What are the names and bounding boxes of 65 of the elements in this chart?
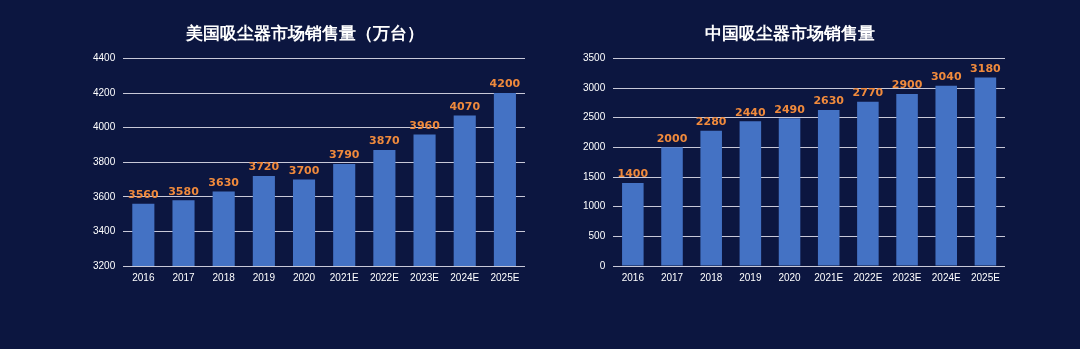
data-label: 2630 (813, 94, 845, 108)
bar (739, 121, 762, 266)
y-tick-label: 1500 (583, 170, 606, 182)
data-label: 3580 (168, 184, 200, 198)
data-label: 4200 (489, 77, 521, 91)
data-label: 3040 (930, 70, 962, 84)
chart-title: 中国吸尘器市场销售量 (705, 22, 875, 43)
data-label: 3720 (248, 160, 280, 174)
bar (661, 147, 683, 266)
x-tick-label: 2016 (132, 271, 155, 283)
x-tick-label: 2018 (700, 271, 723, 283)
chart-title: 美国吸尘器市场销售量（万台） (185, 22, 424, 43)
y-tick-label: 3800 (93, 155, 116, 167)
x-tick-label: 2019 (252, 271, 276, 283)
x-tick-label: 2020 (292, 271, 316, 283)
y-tick-label: 4000 (93, 121, 116, 133)
data-label: 3630 (208, 175, 240, 189)
data-label: 2490 (774, 102, 806, 116)
bar (935, 85, 958, 266)
y-tick-label: 3500 (583, 52, 606, 64)
data-label: 3700 (288, 163, 320, 177)
y-tick-label: 1000 (583, 200, 606, 212)
x-tick-label: 2024E (931, 271, 962, 283)
y-tick-label: 3600 (93, 190, 116, 202)
y-tick-label: 4200 (93, 86, 116, 98)
y-tick-label: 4400 (93, 52, 116, 64)
bar (700, 130, 722, 266)
bar (974, 77, 997, 266)
x-tick-label: 2018 (212, 271, 236, 283)
x-tick-label: 2024E (450, 271, 480, 283)
x-tick-label: 2022E (369, 271, 400, 283)
data-label: 2900 (891, 78, 923, 92)
y-tick-label: 3200 (93, 259, 116, 271)
x-tick-label: 2017 (172, 271, 196, 283)
y-tick-label: 500 (588, 230, 606, 242)
x-tick-label: 2023E (892, 271, 922, 283)
x-tick-label: 2022E (853, 271, 883, 283)
x-tick-label: 2021E (329, 271, 359, 283)
data-label: 2770 (852, 86, 884, 100)
data-label: 1400 (617, 167, 649, 181)
y-tick-label: 2500 (583, 111, 606, 123)
data-label: 3790 (328, 148, 360, 162)
y-tick-label: 3400 (93, 225, 116, 237)
data-label: 2280 (695, 115, 727, 129)
data-label: 4070 (449, 99, 481, 113)
y-tick-label: 2000 (583, 141, 606, 153)
data-label: 3870 (369, 134, 401, 148)
data-label: 2440 (735, 105, 767, 119)
bar (857, 101, 879, 266)
x-tick-label: 2017 (660, 271, 684, 283)
x-tick-label: 2021E (814, 271, 844, 283)
bar (622, 182, 644, 266)
data-label: 2000 (656, 131, 688, 145)
y-tick-label: 3000 (583, 81, 606, 93)
x-tick-label: 2025E (490, 271, 520, 283)
x-tick-label: 2019 (739, 271, 762, 283)
x-tick-label: 2020 (778, 271, 802, 283)
x-tick-label: 2016 (621, 271, 645, 283)
x-tick-label: 2023E (410, 271, 440, 283)
bar (896, 93, 918, 266)
x-tick-label: 2025E (970, 271, 1001, 283)
data-label: 3180 (970, 61, 1002, 75)
bar (778, 118, 801, 266)
bar (817, 110, 840, 266)
y-tick-label: 0 (599, 259, 606, 271)
